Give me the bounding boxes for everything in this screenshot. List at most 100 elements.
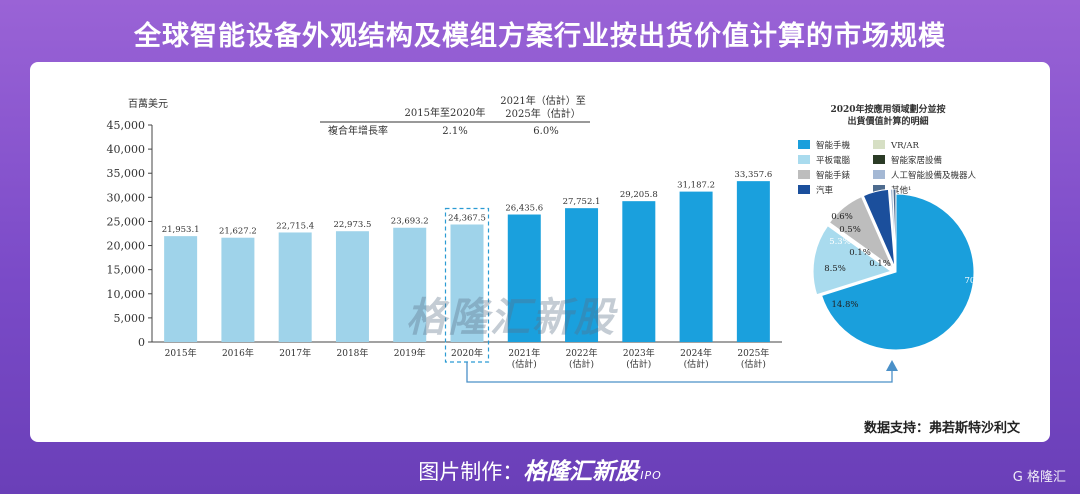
- x-tick-label: 2022年: [566, 347, 598, 359]
- bar-value-label: 29,205.8: [620, 190, 658, 200]
- connector-arrowhead: [886, 360, 898, 371]
- y-tick-label: 45,000: [107, 119, 146, 132]
- x-tick-label: 2016年: [222, 347, 254, 359]
- y-tick-label: 5,000: [114, 312, 146, 325]
- y-tick-label: 35,000: [107, 167, 146, 180]
- cagr-col2-header-line1: 2021年（估計）至: [500, 94, 585, 107]
- bar: [450, 224, 484, 342]
- cagr-row-label: 複合年增長率: [328, 124, 388, 137]
- bar-value-label: 22,973.5: [334, 220, 372, 230]
- bar-value-label: 33,357.6: [734, 170, 772, 180]
- legend-label: 智能家居設備: [891, 155, 943, 166]
- pie-title-line1: 2020年按應用領域劃分並按: [830, 103, 945, 115]
- x-tick-label: (估計): [741, 358, 766, 370]
- pie-slice: [820, 193, 975, 351]
- bar: [565, 208, 599, 342]
- bar: [335, 231, 369, 342]
- source-note: 数据支持：弗若斯特沙利文: [863, 421, 1020, 436]
- pie-slice: [828, 196, 895, 270]
- pie-slice-label: 14.8%: [831, 300, 858, 310]
- x-tick-label: 2017年: [279, 347, 311, 359]
- legend-swatch: [873, 185, 885, 194]
- pie-slice-label: 0.1%: [849, 248, 871, 258]
- bar-value-label: 24,367.5: [448, 213, 486, 223]
- x-tick-label: 2021年: [508, 347, 540, 359]
- x-tick-label: (估計): [569, 358, 594, 370]
- x-tick-label: (估計): [512, 358, 537, 370]
- legend-swatch: [798, 170, 810, 179]
- cagr-col1-header: 2015年至2020年: [405, 106, 486, 119]
- legend-swatch: [798, 185, 810, 194]
- y-tick-label: 40,000: [107, 143, 146, 156]
- cagr-col1-value: 2.1%: [442, 126, 467, 137]
- legend-label: 智能手錶: [816, 170, 851, 181]
- bar-chart: 百萬美元 0 5,000 10,000 15,000 20,000 25,000 30,000…: [107, 97, 898, 383]
- x-tick-label: 2025年: [737, 347, 769, 359]
- y-tick-label: 30,000: [107, 191, 146, 204]
- bar: [507, 214, 541, 342]
- pie-slice: [812, 225, 893, 296]
- x-tick-label: 2018年: [337, 347, 369, 359]
- x-tick-label: 2019年: [394, 347, 426, 359]
- x-tick-label: (估計): [684, 358, 709, 370]
- chart-card: 百萬美元 0 5,000 10,000 15,000 20,000 25,000 30,000…: [30, 62, 1050, 442]
- y-tick-label: 25,000: [107, 215, 146, 228]
- legend-swatch: [873, 155, 885, 164]
- pie-slice-label: 8.5%: [824, 264, 846, 274]
- page-title: 全球智能设备外观结构及模组方案行业按出货价值计算的市场规模: [134, 21, 946, 52]
- bar-value-label: 21,953.1: [162, 225, 200, 235]
- y-tick-label: 10,000: [107, 288, 146, 301]
- legend-label: 平板電腦: [816, 155, 851, 166]
- pie-slice-label: 0.1%: [869, 259, 891, 269]
- bar-value-label: 26,435.6: [505, 204, 543, 214]
- footer-brand: 格隆汇新股: [523, 459, 639, 485]
- legend-swatch: [798, 140, 810, 149]
- footer-ipo: IPO: [640, 469, 662, 482]
- pie-slice-label: 5.3%: [829, 237, 851, 247]
- pie-slice-label: 0.6%: [831, 212, 853, 222]
- legend-swatch: [873, 140, 885, 149]
- corner-logo: G 格隆汇: [1012, 470, 1066, 485]
- cagr-col2-value: 6.0%: [533, 126, 558, 137]
- connector-arrow: [466, 362, 893, 383]
- pie-slice: [862, 188, 896, 268]
- bar: [221, 237, 255, 342]
- y-tick-label: 0: [138, 336, 145, 349]
- bar-value-label: 27,752.1: [563, 197, 601, 207]
- x-tick-label: 2020年: [451, 347, 483, 359]
- legend-label: 汽車: [816, 185, 834, 196]
- bar: [393, 227, 427, 342]
- bar-value-label: 31,187.2: [677, 181, 715, 191]
- y-axis-label: 百萬美元: [128, 97, 168, 110]
- legend-swatch: [873, 170, 885, 179]
- legend-label: 智能手機: [816, 140, 851, 151]
- bar: [278, 232, 312, 342]
- cagr-col2-header-line2: 2025年（估計）: [505, 107, 580, 120]
- bar-value-label: 21,627.2: [219, 227, 257, 237]
- pie-slice-label: 0.5%: [839, 225, 861, 235]
- y-tick-label: 20,000: [107, 240, 146, 253]
- legend-swatch: [798, 155, 810, 164]
- x-tick-label: 2015年: [165, 347, 197, 359]
- x-tick-label: (估計): [626, 358, 651, 370]
- bar-value-label: 23,693.2: [391, 217, 429, 227]
- pie-slice: [892, 188, 897, 268]
- watermark: 格隆汇新股: [406, 295, 616, 341]
- x-tick-label: 2023年: [623, 347, 655, 359]
- legend-label: 其他¹: [891, 185, 911, 196]
- bar: [679, 191, 713, 342]
- pie-slice-label: 70.2%: [964, 276, 991, 286]
- legend-label: 人工智能設備及機器人: [891, 170, 977, 181]
- bar: [736, 181, 770, 342]
- bar-value-label: 22,715.4: [276, 221, 314, 231]
- footer-label: 图片制作：: [418, 460, 524, 484]
- footer: 图片制作：格隆汇新股 IPO: [0, 452, 1080, 486]
- legend-label: VR/AR: [890, 141, 920, 151]
- pie-title-line2: 出貨價值計算的明細: [847, 115, 928, 127]
- bar: [622, 201, 656, 342]
- bar: [164, 236, 198, 342]
- x-tick-label: 2024年: [680, 347, 712, 359]
- chart-canvas: 百萬美元 0 5,000 10,000 15,000 20,000 25,000 30,000…: [107, 94, 992, 383]
